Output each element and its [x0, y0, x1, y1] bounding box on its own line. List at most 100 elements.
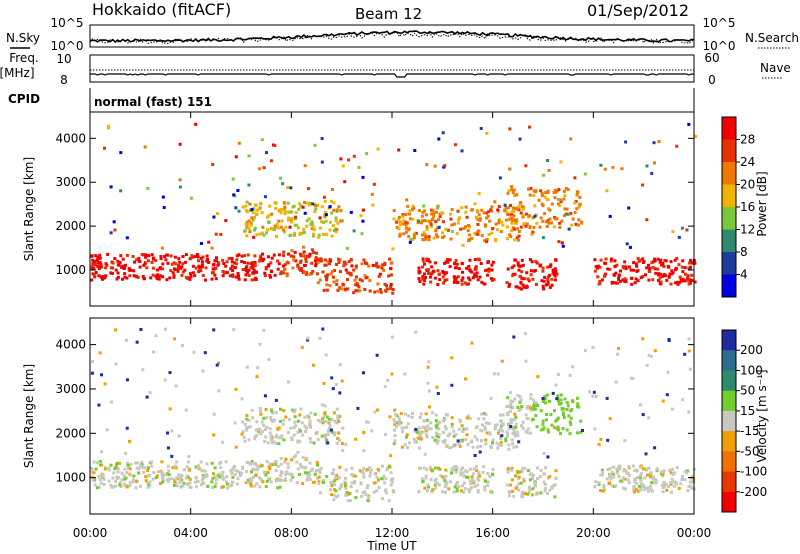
- echo-cell: [146, 259, 150, 263]
- echo-cell: [421, 265, 425, 269]
- echo-cell: [290, 438, 294, 442]
- echo-cell: [299, 260, 303, 264]
- echo-cell: [544, 283, 548, 287]
- echo-cell: [591, 346, 595, 350]
- echo-cell: [500, 220, 504, 224]
- echo-cell: [632, 488, 636, 492]
- echo-cell: [287, 218, 291, 222]
- echo-cell: [309, 440, 313, 444]
- echo-cell: [414, 330, 418, 334]
- echo-cell: [533, 269, 537, 272]
- echo-cell: [175, 476, 179, 480]
- echo-cell: [362, 466, 366, 470]
- echo-cell: [529, 273, 533, 277]
- echo-cell: [286, 201, 290, 205]
- echo-cell: [694, 134, 698, 138]
- echo-cell: [416, 429, 420, 432]
- echo-cell: [328, 259, 332, 263]
- echo-cell: [534, 260, 538, 263]
- echo-cell: [507, 284, 511, 288]
- echo-cell: [324, 438, 328, 442]
- echo-cell: [576, 402, 580, 406]
- echo-cell: [269, 275, 273, 279]
- echo-cell: [482, 211, 486, 215]
- echo-cell: [636, 475, 640, 479]
- echo-cell: [408, 212, 412, 216]
- nave-bottom-tick: 0: [708, 73, 716, 87]
- echo-cell: [553, 495, 557, 499]
- echo-cell: [483, 488, 487, 492]
- echo-cell: [436, 235, 440, 239]
- echo-cell: [115, 461, 119, 465]
- echo-cell: [99, 262, 103, 266]
- echo-cell: [341, 449, 345, 452]
- echo-cell: [155, 276, 159, 280]
- echo-cell: [260, 430, 264, 433]
- echo-cell: [191, 271, 195, 275]
- echo-cell: [350, 481, 354, 485]
- echo-cell: [146, 186, 150, 190]
- echo-cell: [645, 363, 649, 367]
- echo-cell: [436, 283, 440, 286]
- echo-cell: [484, 269, 488, 272]
- echo-cell: [641, 261, 645, 264]
- echo-cell: [250, 470, 254, 474]
- echo-cell: [433, 164, 437, 168]
- echo-cell: [166, 261, 170, 265]
- echo-cell: [196, 464, 200, 468]
- echo-cell: [215, 256, 219, 260]
- echo-cell: [522, 277, 526, 281]
- echo-cell: [375, 476, 379, 479]
- echo-cell: [688, 261, 692, 265]
- echo-cell: [451, 444, 455, 448]
- echo-cell: [98, 256, 102, 260]
- echo-cell: [330, 483, 334, 487]
- echo-cell: [310, 248, 314, 252]
- echo-cell: [412, 437, 416, 441]
- echo-cell: [463, 281, 467, 285]
- echo-cell: [542, 173, 546, 177]
- echo-cell: [657, 272, 661, 276]
- echo-cell: [304, 426, 308, 430]
- echo-cell: [617, 277, 621, 281]
- echo-cell: [545, 413, 549, 416]
- echo-cell: [539, 409, 543, 413]
- echo-cell: [114, 328, 118, 332]
- echo-cell: [212, 412, 216, 416]
- echo-cell: [163, 255, 167, 258]
- echo-cell: [533, 204, 537, 208]
- echo-cell: [338, 439, 342, 442]
- y-tick-label: 3000: [55, 382, 86, 396]
- echo-cell: [312, 480, 316, 484]
- echo-cell: [486, 472, 490, 475]
- echo-cell: [344, 268, 348, 272]
- echo-cell: [424, 476, 428, 480]
- echo-cell: [653, 257, 657, 261]
- echo-cell: [661, 483, 665, 487]
- echo-cell: [273, 144, 277, 147]
- echo-cell: [517, 230, 521, 233]
- echo-cell: [477, 192, 481, 196]
- echo-cell: [325, 233, 329, 237]
- echo-cell: [134, 486, 138, 490]
- echo-cell: [233, 473, 237, 477]
- echo-cell: [330, 418, 334, 421]
- echo-cell: [150, 253, 154, 257]
- echo-cell: [278, 485, 282, 489]
- echo-cell: [546, 275, 550, 279]
- echo-cell: [418, 416, 422, 419]
- echo-cell: [316, 418, 320, 422]
- echo-cell: [636, 489, 640, 493]
- echo-cell: [375, 353, 379, 357]
- echo-cell: [326, 260, 330, 264]
- echo-cell: [605, 189, 609, 193]
- echo-cell: [283, 268, 287, 271]
- echo-cell: [336, 431, 340, 435]
- echo-cell: [403, 372, 407, 376]
- echo-cell: [203, 475, 207, 479]
- echo-cell: [414, 427, 418, 431]
- echo-cell: [232, 193, 236, 197]
- echo-cell: [616, 346, 620, 350]
